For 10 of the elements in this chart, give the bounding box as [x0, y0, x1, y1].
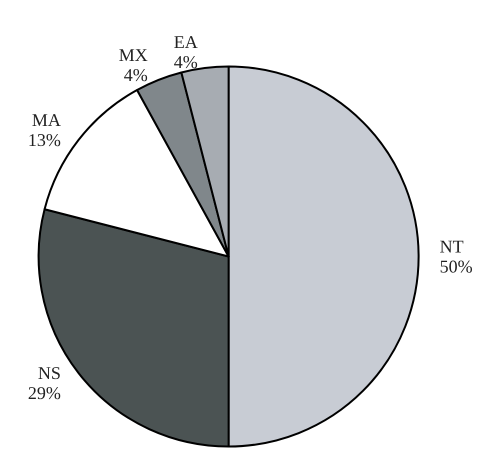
data-label: 4%	[174, 52, 198, 72]
data-label: 4%	[124, 64, 148, 85]
slice-label: MX	[118, 44, 148, 65]
data-label: 13%	[28, 130, 61, 150]
slice-label: EA	[174, 32, 198, 52]
slice-label: NT	[440, 236, 464, 256]
data-label: 29%	[28, 382, 61, 403]
slice-label: NS	[38, 362, 61, 383]
data-label: 50%	[440, 256, 473, 276]
slice-label: MA	[32, 110, 61, 130]
